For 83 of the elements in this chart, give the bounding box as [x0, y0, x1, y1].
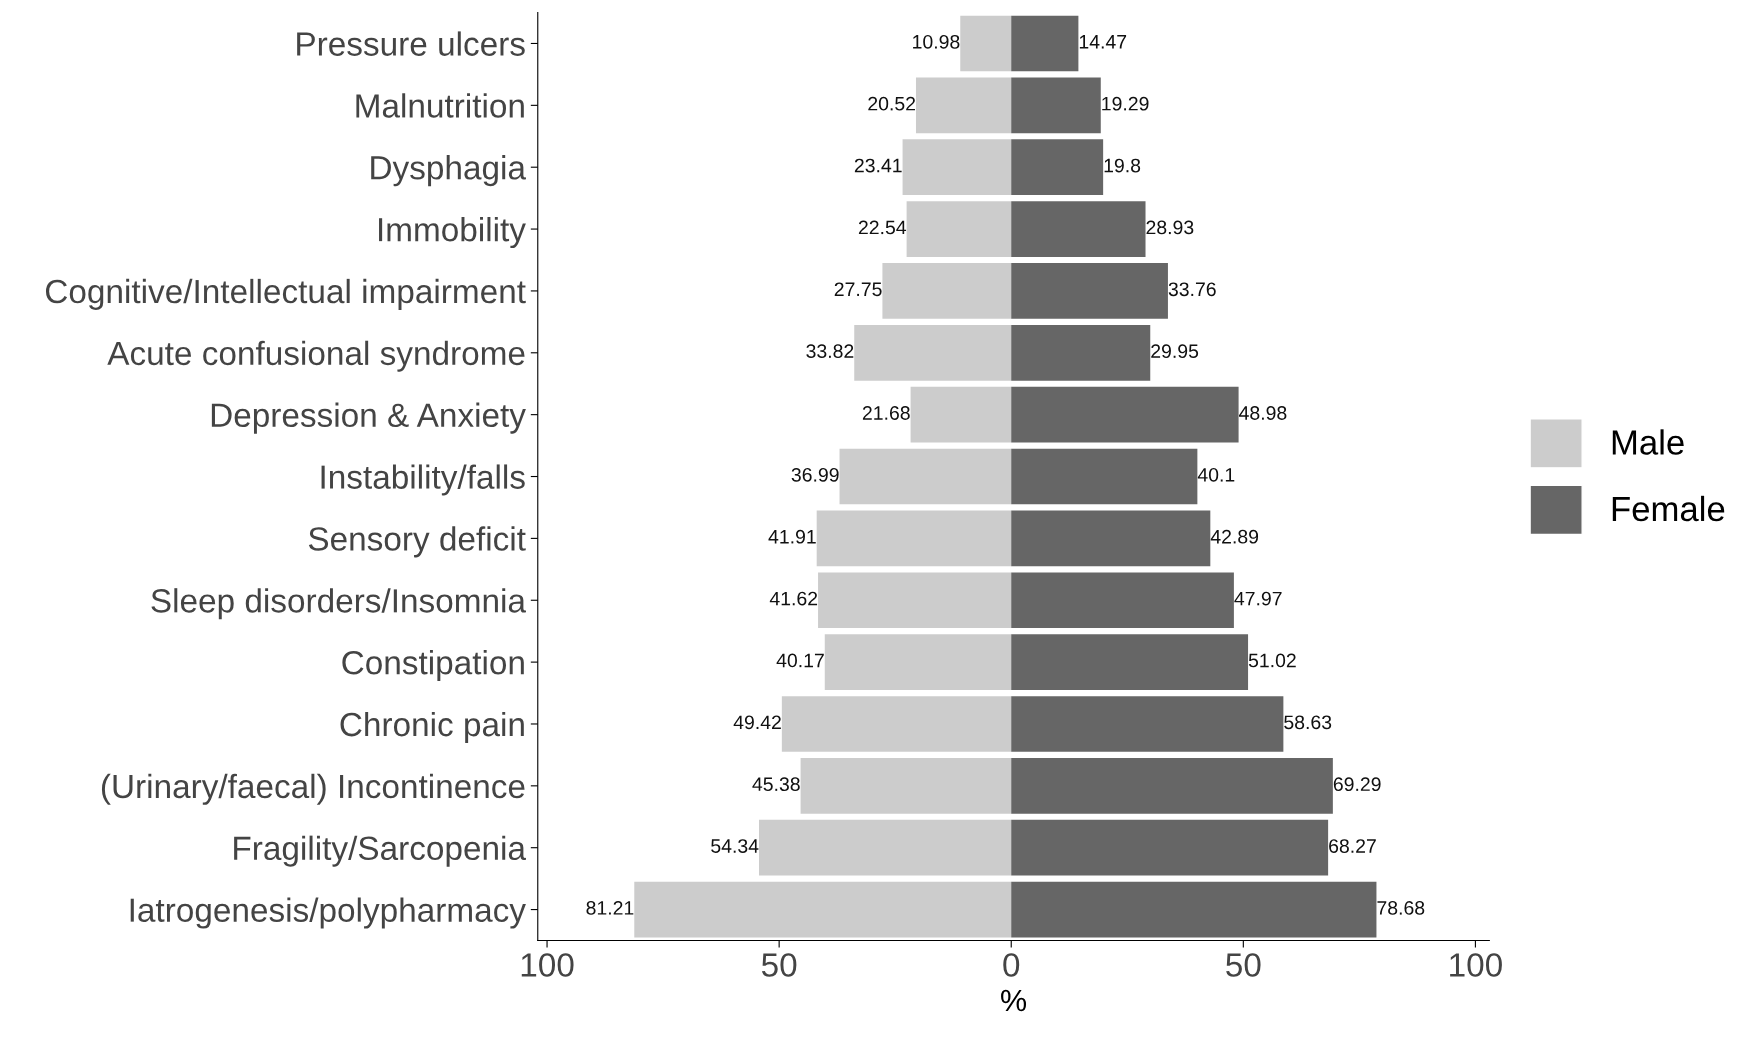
- bar: [818, 572, 1012, 629]
- data-label: 47.97: [1234, 591, 1282, 606]
- bar: [824, 634, 1012, 690]
- data-label: 14.47: [1079, 35, 1127, 49]
- bar: [1011, 758, 1333, 814]
- bar: [1011, 139, 1104, 196]
- bar: [781, 696, 1012, 752]
- data-label: 19.29: [1102, 96, 1149, 111]
- data-label: 22.54: [858, 220, 907, 235]
- bar: [902, 139, 1012, 196]
- data-label: 40.17: [776, 653, 824, 668]
- bar: [1011, 881, 1377, 938]
- x-axis-title: %: [1001, 989, 1027, 1012]
- bar: [1011, 448, 1198, 505]
- bar: [759, 819, 1012, 876]
- bar: [816, 510, 1012, 567]
- bar: [960, 15, 1012, 72]
- bar: [800, 758, 1012, 814]
- data-label: 20.52: [868, 96, 916, 111]
- bar: [1011, 77, 1101, 134]
- y-tick-label: (Urinary/faecal) Incontinence: [101, 773, 525, 805]
- data-label: 21.68: [862, 406, 910, 420]
- bar: [1011, 15, 1079, 72]
- y-tick-label: Constipation: [342, 650, 524, 682]
- y-tick-label: Instability/falls: [321, 464, 525, 496]
- bar: [915, 77, 1012, 134]
- bar: [1011, 572, 1234, 629]
- data-label: 41.62: [769, 591, 818, 606]
- y-tick-label: Acute confusional syndrome: [107, 340, 525, 372]
- data-label: 78.68: [1377, 901, 1425, 915]
- legend-label: Female: [1612, 495, 1725, 522]
- data-label: 69.29: [1333, 777, 1381, 792]
- data-label: 81.21: [586, 901, 634, 915]
- data-label: 19.8: [1104, 158, 1141, 173]
- y-tick-label: Depression & Anxiety: [211, 402, 526, 434]
- bar: [854, 324, 1012, 381]
- data-label: 54.34: [711, 839, 759, 853]
- bar: [910, 386, 1012, 443]
- data-label: 36.99: [791, 467, 839, 482]
- bar: [1011, 634, 1249, 690]
- x-tick-label: 50: [761, 953, 797, 977]
- data-label: 42.89: [1210, 529, 1259, 544]
- data-label: 27.75: [834, 282, 882, 297]
- x-tick-label: 100: [521, 953, 574, 977]
- data-label: 58.63: [1284, 715, 1332, 730]
- y-tick-label: Immobility: [379, 216, 526, 249]
- bar: [1011, 386, 1239, 443]
- bar: [1011, 696, 1284, 752]
- x-tick-label: 0: [1003, 953, 1020, 977]
- bar: [1011, 201, 1146, 257]
- data-label: 33.82: [806, 344, 854, 359]
- y-tick-label: Sleep disorders/Insomnia: [151, 588, 526, 620]
- data-label: 68.27: [1329, 839, 1376, 853]
- data-label: 10.98: [913, 34, 960, 49]
- data-label: 23.41: [854, 158, 902, 173]
- data-label: 45.38: [752, 777, 800, 792]
- bar: [1011, 510, 1211, 567]
- data-label: 33.76: [1168, 282, 1216, 297]
- y-tick-label: Dysphagia: [371, 155, 526, 187]
- y-tick-label: Malnutrition: [356, 93, 524, 118]
- bar: [1011, 324, 1151, 381]
- data-label: 49.42: [733, 715, 781, 730]
- bar: [634, 881, 1012, 938]
- legend-label: Male: [1612, 429, 1684, 455]
- y-tick-label: Iatrogenesis/polypharmacy: [130, 897, 526, 929]
- bar: [882, 263, 1012, 319]
- data-label: 40.1: [1197, 467, 1235, 482]
- x-tick-label: 50: [1226, 953, 1261, 977]
- bar: [839, 448, 1012, 505]
- data-label: 48.98: [1239, 406, 1287, 420]
- y-tick-label: Pressure ulcers: [297, 31, 525, 56]
- y-tick-label: Cognitive/Intellectual impairment: [45, 278, 526, 310]
- y-tick-label: Chronic pain: [340, 711, 524, 743]
- data-label: 41.91: [768, 529, 816, 544]
- bar: [1011, 263, 1168, 319]
- bar: [1011, 819, 1329, 876]
- y-tick-label: Sensory deficit: [308, 526, 526, 558]
- data-label: 29.95: [1151, 344, 1199, 359]
- data-label: 51.02: [1248, 653, 1296, 668]
- y-tick-label: Fragility/Sarcopenia: [234, 835, 526, 867]
- bar: [906, 201, 1012, 257]
- data-label: 28.93: [1146, 220, 1194, 235]
- x-tick-label: 100: [1450, 953, 1502, 977]
